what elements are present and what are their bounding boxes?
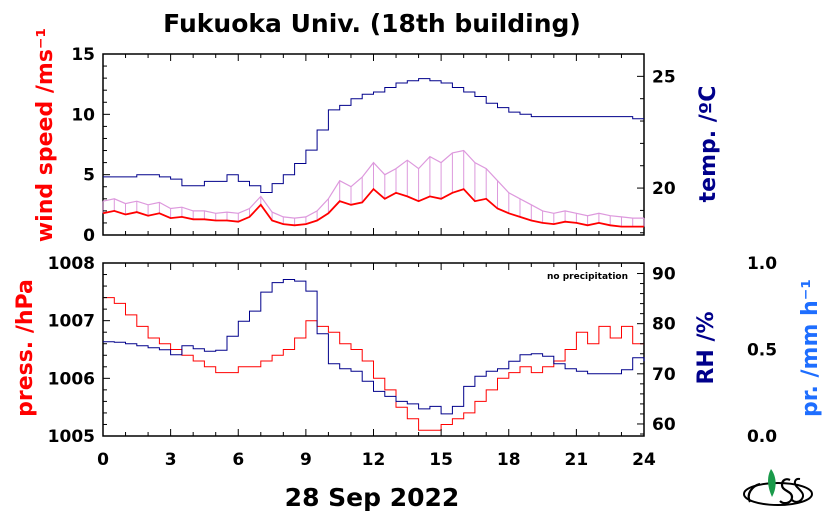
humidity-y-tick-label: 70 — [652, 365, 676, 385]
x-tick-label: 18 — [497, 450, 521, 470]
precipitation-y-tick-label: 1.0 — [747, 254, 777, 274]
humidity-y-tick-label: 60 — [652, 415, 676, 435]
ues-logo-swash — [791, 477, 805, 503]
precipitation-y-tick-label: 0.0 — [747, 427, 777, 447]
x-tick-label: 6 — [232, 450, 244, 470]
humidity-y-tick-label: 90 — [652, 265, 676, 285]
precipitation-axis-label: pr. /mm h⁻¹ — [798, 279, 823, 417]
humidity-y-tick-label: 80 — [652, 315, 676, 335]
no-precipitation-note: no precipitation — [547, 272, 628, 282]
pressure-y-tick-label: 1008 — [48, 254, 95, 274]
x-tick-label: 12 — [362, 450, 386, 470]
humidity-line — [103, 279, 645, 415]
x-tick-label: 15 — [429, 450, 453, 470]
bottom-plot-area — [103, 279, 645, 431]
x-axis-ticks: 0 3 6 9 12 15 18 21 24 — [97, 450, 656, 470]
ues-logo-ring — [743, 482, 813, 506]
wind-y-tick-label: 0 — [83, 226, 95, 246]
temp-y-tick-label: 20 — [652, 179, 676, 199]
temp-y-tick-label: 25 — [652, 67, 676, 87]
ues-logo-letters — [747, 478, 794, 505]
temperature-axis-label: temp. /ºC — [696, 86, 721, 203]
pressure-y-tick-label: 1006 — [48, 369, 95, 389]
top-panel-ticks: 0 5 10 15 20 25 — [71, 45, 676, 246]
wind-y-tick-label: 5 — [83, 166, 95, 186]
top-plot-area — [102, 78, 645, 228]
wind-speed-axis-label: wind speed /ms⁻¹ — [33, 28, 58, 242]
ues-logo-leaf — [768, 469, 776, 497]
pressure-axis-label: press. /hPa — [13, 279, 38, 417]
x-axis-label: 28 Sep 2022 — [285, 483, 460, 512]
wind-gust-spikes — [102, 150, 645, 227]
x-tick-label: 0 — [97, 450, 109, 470]
precipitation-axis-ticks: 0.0 0.5 1.0 — [747, 254, 777, 447]
x-tick-label: 3 — [165, 450, 177, 470]
pressure-y-tick-label: 1005 — [48, 427, 95, 447]
chart-title: Fukuoka Univ. (18th building) — [163, 9, 581, 38]
bottom-panel-ticks: 1005 1006 1007 1008 60 70 80 90 — [48, 254, 676, 447]
wind-y-tick-label: 15 — [71, 45, 95, 65]
humidity-axis-label: RH /% — [694, 311, 719, 384]
x-tick-label: 9 — [300, 450, 312, 470]
wind-y-tick-label: 10 — [71, 105, 95, 125]
precipitation-y-tick-label: 0.5 — [747, 341, 777, 361]
temperature-line — [103, 78, 644, 193]
wind-mean-line — [102, 187, 644, 228]
x-tick-label: 21 — [565, 450, 589, 470]
x-tick-label: 24 — [632, 450, 656, 470]
bottom-panel-frame — [102, 262, 645, 437]
pressure-y-tick-label: 1007 — [48, 312, 95, 332]
ues-logo — [743, 469, 813, 506]
